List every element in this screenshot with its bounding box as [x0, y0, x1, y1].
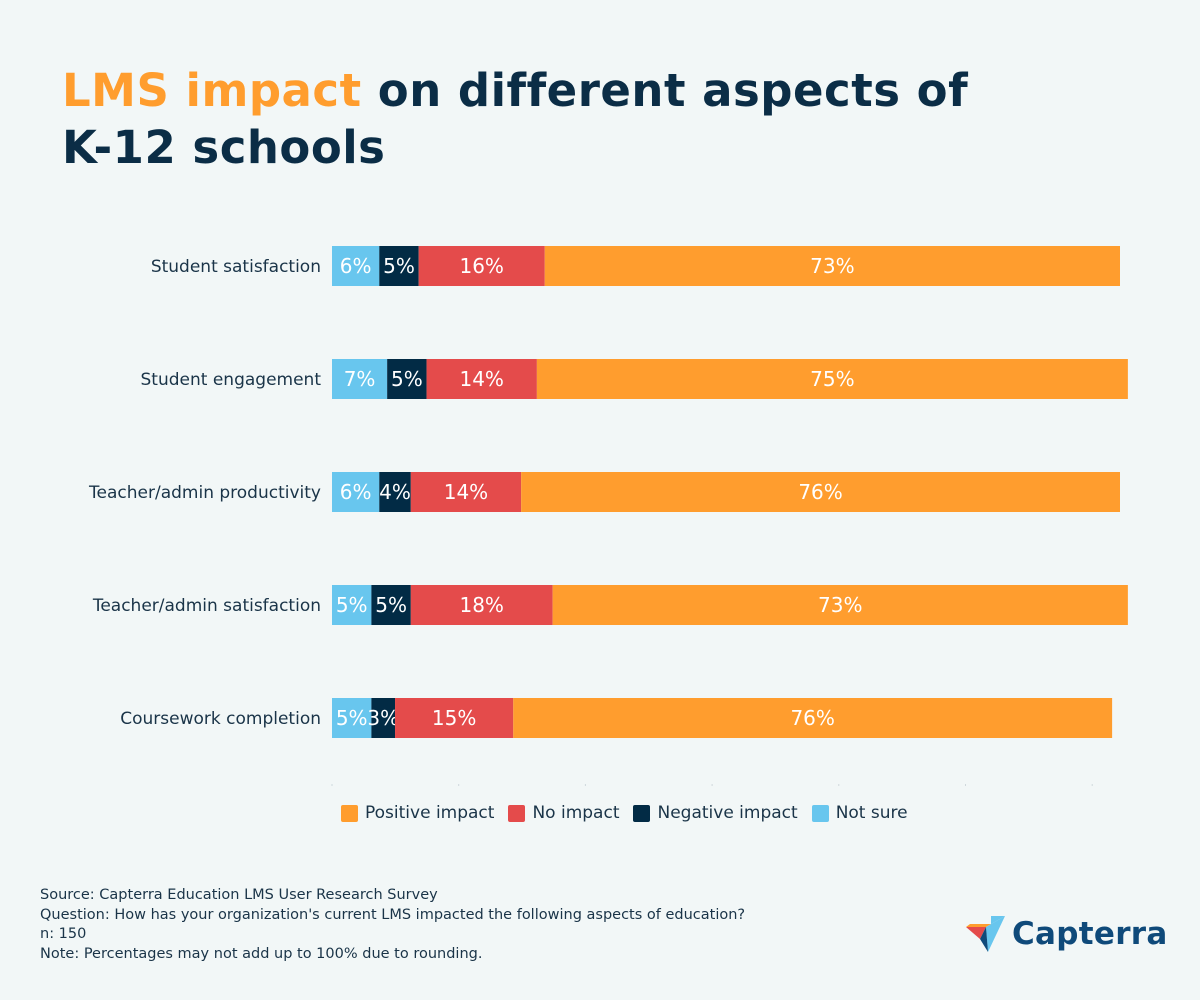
bar-segment-negative-impact: [371, 698, 396, 738]
data-label: 73%: [810, 254, 854, 278]
legend-swatch: [508, 804, 526, 822]
category-label: Teacher/admin satisfaction: [92, 596, 321, 616]
data-label: 14%: [444, 480, 488, 504]
bar-segment-not-sure: [332, 698, 372, 738]
bar-segment-positive-impact: [552, 585, 1128, 625]
legend-item-no-impact: No impact: [508, 803, 619, 823]
data-label: 4%: [379, 480, 411, 504]
title-highlight: LMS impact: [62, 64, 362, 117]
data-label: 3%: [367, 706, 399, 730]
data-label: 76%: [798, 480, 842, 504]
chart-title: LMS impact on different aspects of K-12 …: [62, 62, 1012, 176]
bar-segment-positive-impact: [544, 246, 1120, 286]
legend-label: Positive impact: [365, 803, 495, 823]
bar-segment-no-impact: [418, 246, 545, 286]
bar-segment-no-impact: [426, 359, 537, 399]
category-label: Teacher/admin productivity: [88, 483, 321, 503]
legend-label: Negative impact: [657, 803, 798, 823]
data-label: 6%: [340, 480, 372, 504]
bar-segment-no-impact: [395, 698, 514, 738]
bar-segment-positive-impact: [513, 698, 1113, 738]
bar-segment-not-sure: [332, 359, 388, 399]
capterra-logo: Capterra: [966, 914, 1168, 954]
legend-item-not-sure: Not sure: [811, 803, 908, 823]
category-label: Student engagement: [141, 370, 322, 390]
legend-swatch: [633, 804, 651, 822]
bar-segment-positive-impact: [521, 472, 1120, 512]
data-label: 5%: [383, 254, 415, 278]
legend: Positive impact No impact Negative impac…: [341, 803, 908, 823]
data-label: 75%: [810, 367, 854, 391]
bar-segment-positive-impact: [536, 359, 1128, 399]
source-note: Source: Capterra Education LMS User Rese…: [40, 887, 438, 903]
bar-segment-negative-impact: [379, 246, 419, 286]
bar-segment-not-sure: [332, 585, 372, 625]
title-rest: on different aspects of K-12 schools: [62, 64, 969, 174]
data-label: 5%: [336, 593, 368, 617]
data-label: 73%: [818, 593, 862, 617]
bar-segment-no-impact: [410, 585, 553, 625]
data-label: 16%: [459, 254, 503, 278]
legend-label: Not sure: [835, 803, 908, 823]
data-label: 5%: [391, 367, 423, 391]
logo-text: Capterra: [1012, 916, 1168, 952]
bar-segment-negative-impact: [379, 472, 411, 512]
data-label: 6%: [340, 254, 372, 278]
category-label: Student satisfaction: [151, 257, 321, 277]
bar-segment-not-sure: [332, 472, 380, 512]
question-note: Question: How has your organization's cu…: [40, 906, 746, 923]
data-label: 76%: [790, 706, 834, 730]
data-label: 18%: [459, 593, 503, 617]
legend-label: No impact: [532, 803, 620, 823]
stacked-bar-chart: Student satisfaction 6% 5% 16% 73% Student en…: [88, 246, 1128, 786]
legend-item-positive: Positive impact: [341, 803, 494, 823]
capterra-logo-icon: [966, 916, 1005, 952]
data-label: 14%: [459, 367, 503, 391]
legend-swatch: [341, 804, 358, 822]
legend-swatch: [811, 804, 829, 822]
bar-segment-negative-impact: [371, 585, 411, 625]
category-label: Coursework completion: [120, 709, 321, 729]
data-label: 5%: [375, 593, 407, 617]
data-label: 5%: [336, 706, 368, 730]
sample-size-note: n: 150: [40, 926, 87, 942]
bar-segment-not-sure: [332, 246, 380, 286]
data-label: 7%: [344, 367, 376, 391]
bar-segment-no-impact: [410, 472, 522, 512]
legend-item-negative: Negative impact: [633, 803, 798, 823]
data-label: 15%: [432, 706, 476, 730]
bar-segment-negative-impact: [387, 359, 427, 399]
rounding-note: Note: Percentages may not add up to 100%…: [40, 945, 483, 962]
footnotes: Source: Capterra Education LMS User Rese…: [40, 886, 745, 964]
